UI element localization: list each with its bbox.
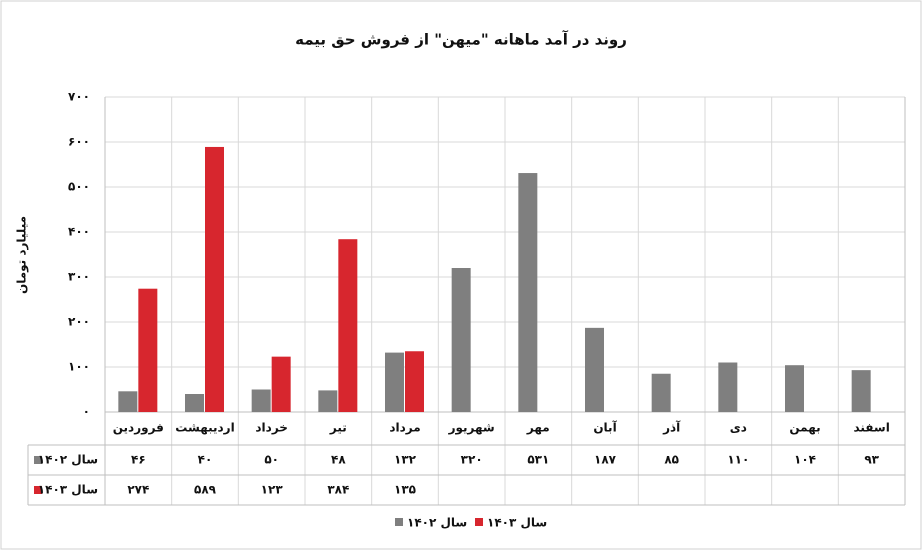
table-value: ۸۵	[664, 453, 679, 467]
bar	[205, 146, 224, 412]
x-tick-label: بهمن	[789, 421, 820, 435]
table-value: ۹۳	[864, 453, 879, 467]
table-value: ۴۰	[198, 453, 213, 467]
table-value: ۱۰۴	[794, 453, 816, 467]
x-tick-label: فروردین	[113, 421, 164, 436]
table-value: ۱۲۳	[261, 483, 284, 497]
table-value: ۱۱۰	[727, 453, 749, 467]
x-tick-label: اردیبهشت	[175, 421, 234, 435]
y-tick-label: ۴۰۰	[68, 225, 90, 239]
x-tick-label: اسفند	[853, 421, 889, 435]
table-value: ۵۳۱	[527, 453, 549, 467]
y-tick-label: ۲۰۰	[68, 315, 90, 329]
y-tick-label: ۵۰۰	[68, 180, 90, 194]
legend-label: سال ۱۴۰۳	[487, 516, 547, 530]
bar	[785, 365, 804, 412]
table-row-label: سال ۱۴۰۲	[38, 453, 98, 467]
x-tick-label: مرداد	[389, 421, 420, 435]
table-value: ۳۸۴	[327, 483, 349, 497]
table-legend-key	[34, 486, 42, 494]
bar	[251, 389, 271, 412]
legend-key	[475, 518, 483, 526]
x-tick-label: دی	[730, 421, 747, 435]
table-value: ۵۸۹	[194, 483, 217, 497]
x-tick-label: خرداد	[255, 421, 288, 435]
bar	[385, 352, 404, 412]
y-axis-title: میلیارد تومان	[15, 216, 30, 294]
table-value: ۵۰	[264, 453, 279, 467]
y-tick-label: ۰	[83, 405, 90, 419]
y-tick-label: ۶۰۰	[68, 135, 90, 149]
bar	[318, 390, 338, 412]
bar	[651, 373, 671, 412]
table-legend-key	[34, 456, 42, 464]
bar	[585, 327, 604, 412]
x-tick-label: آذر	[662, 420, 681, 435]
y-tick-label: ۱۰۰	[68, 360, 90, 374]
bar	[271, 356, 291, 412]
y-tick-label: ۷۰۰	[68, 90, 90, 104]
bar	[451, 268, 471, 412]
bar	[118, 391, 138, 412]
x-tick-label: مهر	[526, 421, 550, 435]
bar	[185, 394, 204, 412]
bar	[518, 173, 538, 412]
table-value: ۴۸	[331, 453, 346, 467]
y-tick-label: ۳۰۰	[68, 270, 90, 284]
bar	[718, 362, 738, 412]
bar	[851, 370, 871, 412]
x-tick-label: شهریور	[448, 421, 495, 436]
chart-title: روند در آمد ماهانه "میهن" از فروش حق بیم…	[295, 31, 627, 49]
table-value: ۱۳۲	[394, 453, 417, 467]
table-value: ۱۳۵	[394, 483, 416, 497]
table-value: ۳۲۰	[461, 453, 483, 467]
table-value: ۱۸۷	[594, 453, 617, 467]
table-value: ۴۶	[131, 453, 146, 467]
table-row-label: سال ۱۴۰۳	[38, 483, 98, 497]
legend-key	[395, 518, 403, 526]
bar	[405, 351, 424, 412]
bar	[138, 288, 158, 412]
table-value: ۲۷۴	[127, 483, 149, 497]
legend-label: سال ۱۴۰۲	[407, 516, 467, 530]
x-tick-label: آبان	[593, 420, 617, 435]
x-tick-label: تیر	[329, 421, 347, 435]
bar	[338, 239, 358, 412]
